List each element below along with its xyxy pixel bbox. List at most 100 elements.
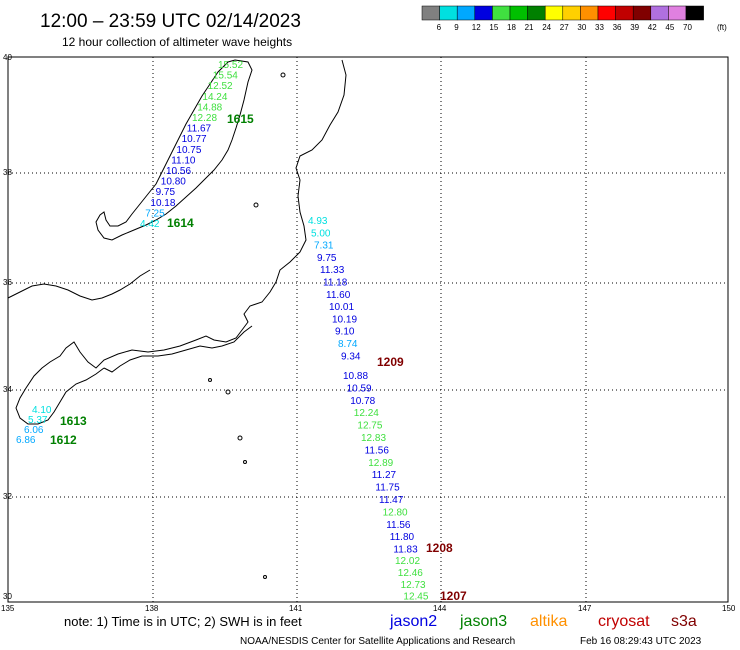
island [243,460,247,464]
wave-height-value: 10.80 [161,177,186,188]
legend-swatch [632,5,652,21]
wave-height-value: 11.80 [390,532,415,543]
footer-timestamp: Feb 16 08:29:43 UTC 2023 [580,636,702,647]
pass-number-label: 1208 [426,541,453,555]
wave-height-value: 11.83 [393,545,418,556]
pass-number-label: 1614 [167,216,194,230]
lat-label: 34 [3,385,12,394]
wave-height-value: 14.88 [197,102,222,113]
legend-swatch [615,5,634,21]
wave-height-value: 9.34 [341,351,361,362]
wave-height-value: 8.74 [338,339,358,350]
legend-label: 42 [648,23,657,32]
satellite-name: jason3 [459,613,507,630]
wave-height-value: 12.45 [403,592,428,603]
legend-swatch [456,5,476,21]
wave-height-value: 10.77 [182,134,207,145]
legend-label: 21 [525,23,534,32]
island [280,72,286,78]
footer-credit: NOAA/NESDIS Center for Satellite Applica… [240,636,515,647]
legend-label: 39 [630,23,639,32]
legend-label: 70 [683,23,692,32]
lon-label: 138 [145,604,159,613]
wave-height-value: 11.18 [323,278,348,289]
wave-height-value: 6.86 [16,435,36,446]
wave-height-value: 12.89 [368,458,393,469]
legend-swatch [650,5,669,21]
wave-height-value: 4.93 [308,216,328,227]
legend-swatch [421,5,440,21]
pass-number-label: 1612 [50,433,77,447]
lon-label: 147 [578,604,592,613]
wave-height-value: 12.83 [361,433,386,444]
wave-height-value: 12.24 [354,408,379,419]
legend-swatch [562,5,581,21]
wave-height-value: 10.78 [350,396,375,407]
wave-height-value: 10.19 [332,314,357,325]
lon-label: 141 [289,604,303,613]
wave-height-value: 10.88 [343,371,368,382]
legend-unit: (ft) [717,23,727,32]
legend-label: 30 [577,23,586,32]
legend-swatch [527,5,546,21]
wave-height-value: 5.37 [28,415,48,426]
wave-height-value: 4.42 [140,219,160,230]
satellite-legend: jason2 jason3 altika cryosat s3a [389,613,697,630]
legend-label: 12 [472,23,481,32]
wave-height-value: 7.25 [145,208,165,219]
wave-height-value: 11.33 [320,265,345,276]
wave-height-value: 4.10 [32,405,52,416]
western-coastline [7,269,151,301]
wave-height-labels: 15.5215.5412.5214.2414.8812.2811.6710.77… [16,60,467,603]
lon-label: 150 [722,604,736,613]
wave-height-value: 5.00 [311,228,331,239]
graticule [8,57,728,602]
map-title: 12:00 – 23:59 UTC 02/14/2023 [40,11,301,32]
pass-number-label: 1613 [60,414,87,428]
satellite-name: altika [530,613,567,630]
legend-label: 15 [489,23,498,32]
wave-height-value: 9.10 [335,327,355,338]
wave-height-value: 12.80 [383,507,408,518]
wave-height-value: 9.75 [317,253,337,264]
coastline [7,59,347,579]
lat-label: 36 [3,278,12,287]
lat-label: 40 [3,53,12,62]
wave-height-value: 12.73 [401,580,426,591]
wave-height-value: 7.31 [314,241,334,252]
wave-height-value: 15.54 [213,71,238,82]
wave-height-value: 11.10 [171,155,196,166]
island [225,389,231,395]
wave-height-value: 10.56 [166,166,191,177]
wave-height-value: 11.60 [326,290,351,301]
wave-height-value: 12.46 [398,568,423,579]
satellite-name: s3a [671,613,697,630]
wave-height-value: 11.56 [386,520,411,531]
wave-height-value: 11.67 [187,124,212,135]
legend-label: 27 [560,23,569,32]
lat-label: 38 [3,168,12,177]
lon-label: 144 [433,604,447,613]
legend-label: 6 [437,23,442,32]
legend-swatch [544,5,564,21]
pass-number-label: 1209 [377,355,404,369]
wave-height-value: 12.28 [192,113,217,124]
pass-number-label: 1207 [440,589,467,603]
island [208,378,212,382]
wave-height-value: 10.59 [347,383,372,394]
satellite-name: jason2 [389,613,437,630]
island [263,575,267,579]
map-subtitle: 12 hour collection of altimeter wave hei… [62,35,292,49]
legend-label: 18 [507,23,516,32]
legend-swatch [439,5,458,21]
map-frame [7,56,729,603]
legend-label: 9 [454,23,459,32]
wave-height-value: 9.75 [156,187,176,198]
wave-height-value: 12.52 [208,81,233,92]
legend-swatch [580,5,599,21]
legend-swatch [668,5,687,21]
lat-label: 30 [3,592,12,601]
legend-label: 36 [613,23,622,32]
wave-height-value: 11.47 [379,495,404,506]
